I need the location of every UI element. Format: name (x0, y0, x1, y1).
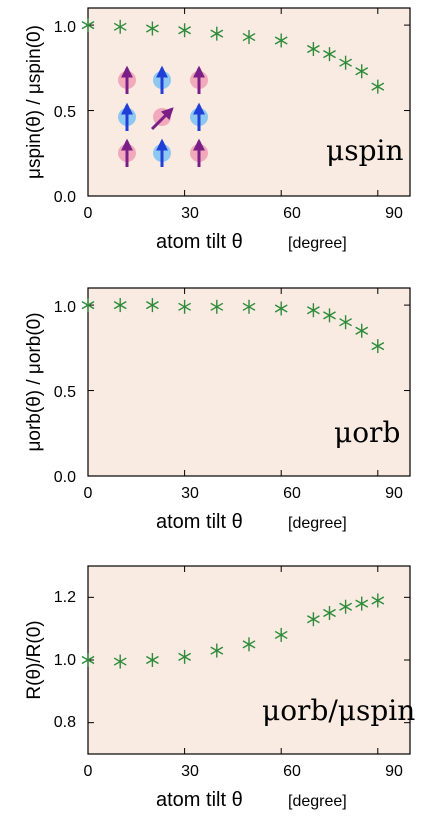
x-tick-label: 90 (385, 763, 403, 780)
y-axis-label: R(θ)/R(0) (24, 620, 45, 699)
panel-annotation: μspin (326, 134, 403, 167)
data-point (178, 23, 192, 38)
data-point (242, 299, 256, 314)
data-point (323, 308, 336, 323)
data-point (274, 627, 288, 642)
data-point (145, 298, 159, 313)
data-point (371, 79, 385, 94)
data-point (81, 653, 95, 667)
data-point (306, 42, 320, 57)
data-point (145, 653, 159, 667)
data-point (145, 21, 159, 36)
data-point (178, 649, 192, 664)
x-tick-label: 0 (84, 763, 93, 780)
data-point (323, 47, 336, 62)
spin-arrow-tilted-icon (150, 107, 174, 131)
x-axis-label: atom tilt θ (156, 511, 243, 533)
x-tick-label: 60 (283, 205, 301, 222)
data-point (355, 323, 369, 338)
panel-annotation: μorb (334, 416, 400, 449)
x-tick-label: 60 (283, 763, 301, 780)
x-tick-label: 30 (181, 763, 199, 780)
data-point (242, 637, 256, 652)
y-tick-label: 0.8 (54, 714, 76, 731)
chart-panel-orb: 1.0 0.5 0.0 0 30 60 90 atom tilt θ [degr… (24, 287, 411, 533)
x-axis-unit: [degree] (288, 793, 347, 810)
x-axis-label: atom tilt θ (156, 231, 243, 253)
data-point (339, 55, 353, 70)
data-point (306, 612, 320, 627)
data-point (113, 654, 127, 669)
panel-annotation: μorb/μspin (262, 694, 415, 727)
data-point (323, 606, 336, 620)
data-point (371, 593, 385, 608)
data-point (355, 596, 369, 611)
x-axis-unit: [degree] (288, 235, 347, 252)
y-tick-label: 1.0 (54, 299, 76, 316)
data-point (242, 30, 256, 45)
x-axis-label: atom tilt θ (156, 789, 243, 811)
data-point (339, 315, 353, 330)
data-point (178, 299, 192, 314)
data-point (210, 26, 224, 41)
y-tick-label: 0.0 (54, 469, 76, 486)
x-axis-unit: [degree] (288, 515, 347, 532)
data-point (113, 19, 127, 34)
data-point (371, 339, 385, 354)
y-tick-label: 0.0 (54, 189, 76, 206)
x-tick-label: 30 (181, 205, 199, 222)
x-tick-label: 60 (283, 485, 301, 502)
data-point (81, 18, 95, 33)
y-axis-label: μspin(θ) / μspin(0) (24, 25, 45, 179)
data-point (210, 299, 224, 314)
x-tick-label: 30 (181, 485, 199, 502)
y-tick-label: 1.0 (54, 652, 76, 669)
data-point (274, 301, 288, 316)
chart-panel-ratio: 1.2 1.0 0.8 0 30 60 90 atom tilt θ [degr… (24, 565, 415, 811)
data-point (306, 303, 320, 318)
x-tick-label: 90 (385, 485, 403, 502)
y-tick-label: 1.0 (54, 19, 76, 36)
x-tick-label: 0 (84, 485, 93, 502)
plot-area (87, 565, 411, 755)
y-tick-label: 1.2 (54, 589, 76, 606)
y-tick-label: 0.5 (54, 104, 76, 121)
plot-area (87, 287, 411, 477)
data-point (81, 298, 95, 313)
spin-lattice-inset (118, 65, 208, 167)
y-axis-label: μorb(θ) / μorb(0) (24, 312, 45, 451)
data-point (210, 643, 224, 658)
data-point (355, 64, 369, 79)
data-point (339, 599, 353, 614)
data-point (113, 298, 127, 313)
y-tick-label: 0.5 (54, 384, 76, 401)
x-tick-label: 90 (385, 205, 403, 222)
x-tick-label: 0 (84, 205, 93, 222)
chart-panel-spin: 1.0 0.5 0.0 0 30 60 90 atom tilt θ [degr… (24, 7, 411, 253)
data-point (274, 33, 288, 48)
